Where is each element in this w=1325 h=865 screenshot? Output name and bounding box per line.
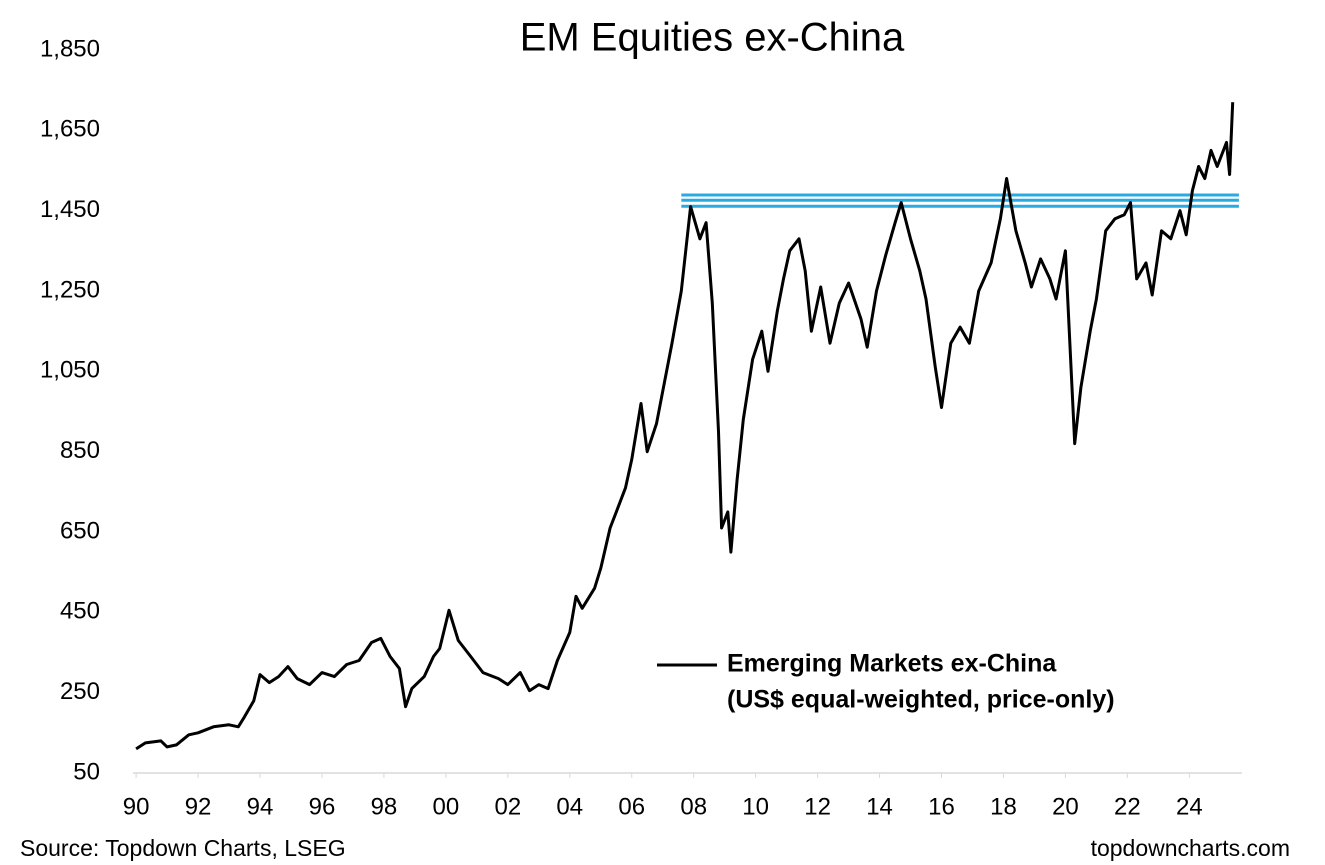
y-tick-label: 250: [60, 678, 100, 705]
x-tick-label: 20: [1052, 793, 1079, 820]
x-tick-label: 04: [556, 793, 583, 820]
x-tick-label: 00: [433, 793, 460, 820]
x-tick-label: 98: [371, 793, 398, 820]
legend-label: Emerging Markets ex-China: [727, 650, 1057, 678]
legend-note: (US$ equal-weighted, price-only): [727, 686, 1115, 714]
chart-title: EM Equities ex-China: [520, 16, 905, 60]
y-tick-label: 1,450: [40, 196, 100, 223]
x-tick-label: 06: [618, 793, 645, 820]
series-line: [135, 102, 1235, 751]
x-tick-label: 02: [494, 793, 521, 820]
watermark: topdowncharts.com: [1091, 835, 1290, 861]
x-tick-label: 08: [680, 793, 707, 820]
x-tick-label: 12: [804, 793, 831, 820]
x-tick-label: 14: [866, 793, 893, 820]
x-tick-label: 96: [309, 793, 336, 820]
x-tick-label: 90: [123, 793, 150, 820]
y-tick-label: 650: [60, 517, 100, 544]
y-tick-label: 1,650: [40, 116, 100, 143]
y-tick-label: 50: [73, 758, 100, 785]
y-tick-label: 850: [60, 437, 100, 464]
x-tick-label: 24: [1176, 793, 1203, 820]
x-tick-label: 94: [247, 793, 274, 820]
x-tick-label: 22: [1114, 793, 1141, 820]
x-tick-label: 16: [928, 793, 955, 820]
x-tick-label: 10: [742, 793, 769, 820]
y-tick-label: 1,050: [40, 357, 100, 384]
y-tick-label: 1,850: [40, 35, 100, 62]
x-tick-label: 18: [990, 793, 1017, 820]
y-tick-label: 1,250: [40, 276, 100, 303]
x-tick-label: 92: [185, 793, 212, 820]
y-tick-label: 450: [60, 598, 100, 625]
source: Source: Topdown Charts, LSEG: [20, 835, 346, 861]
